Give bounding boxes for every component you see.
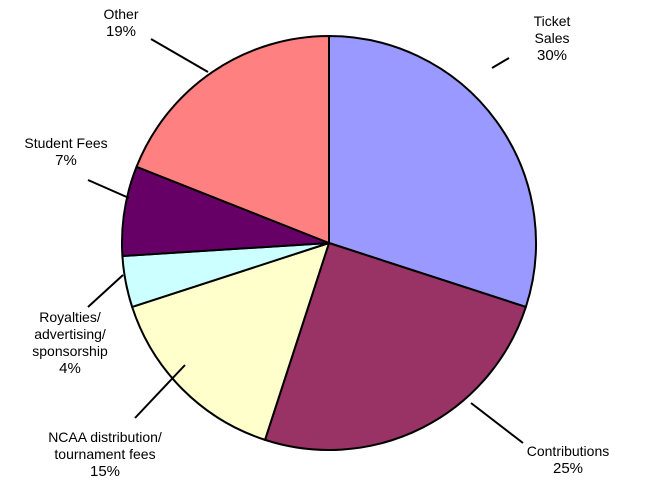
slice-percent-label: 15% — [90, 463, 120, 480]
pie-slice-contributions — [264, 242, 527, 451]
leader-line-other — [150, 38, 209, 73]
leader-line-ncaa-distribution-tournament-fees — [134, 364, 186, 419]
slice-name-label: NCAA distribution/ — [48, 429, 162, 445]
leader-line-student-fees — [87, 179, 130, 199]
slice-name-label: Student Fees — [24, 135, 107, 151]
slice-name-label: sponsorship — [32, 343, 108, 359]
slice-percent-label: 7% — [55, 152, 77, 169]
pie-slices — [121, 35, 537, 451]
slice-name-label: Ticket — [534, 13, 571, 29]
slice-name-label: Other — [103, 6, 138, 22]
slice-label-other: Other 19% — [103, 6, 138, 40]
leader-line-ticket-sales — [491, 57, 510, 69]
leader-lines — [87, 38, 524, 444]
slice-label-royalties-advertising-sponsorship: Royalties/advertising/sponsorship 4% — [32, 309, 108, 377]
slice-percent-label: 25% — [553, 460, 583, 477]
slice-name-label: advertising/ — [34, 326, 106, 342]
slice-name-label: Contributions — [527, 443, 610, 459]
pie-slice-ncaa-distribution-tournament-fees — [131, 242, 330, 441]
slice-labels: Ticket Sales 30% Contributions 25% NCAA distr… — [24, 6, 609, 480]
slice-name-label: Royalties/ — [39, 309, 101, 325]
slice-label-student-fees: Student Fees 7% — [24, 135, 107, 169]
pie-slice-ticket-sales — [328, 35, 537, 308]
slice-label-contributions: Contributions 25% — [527, 443, 610, 477]
slice-label-ncaa-distribution-tournament-fees: NCAA distribution/tournament fees 15% — [48, 429, 162, 480]
leader-line-contributions — [470, 402, 524, 444]
slice-name-label: tournament fees — [54, 446, 155, 462]
slice-percent-label: 19% — [106, 23, 136, 40]
slice-name-label: Sales — [534, 30, 569, 46]
slice-percent-label: 30% — [537, 47, 567, 64]
leader-line-royalties-advertising-sponsorship — [87, 274, 124, 308]
slice-percent-label: 4% — [59, 360, 81, 377]
pie-slice-other — [135, 35, 330, 244]
slice-label-ticket-sales: Ticket Sales 30% — [534, 13, 571, 64]
